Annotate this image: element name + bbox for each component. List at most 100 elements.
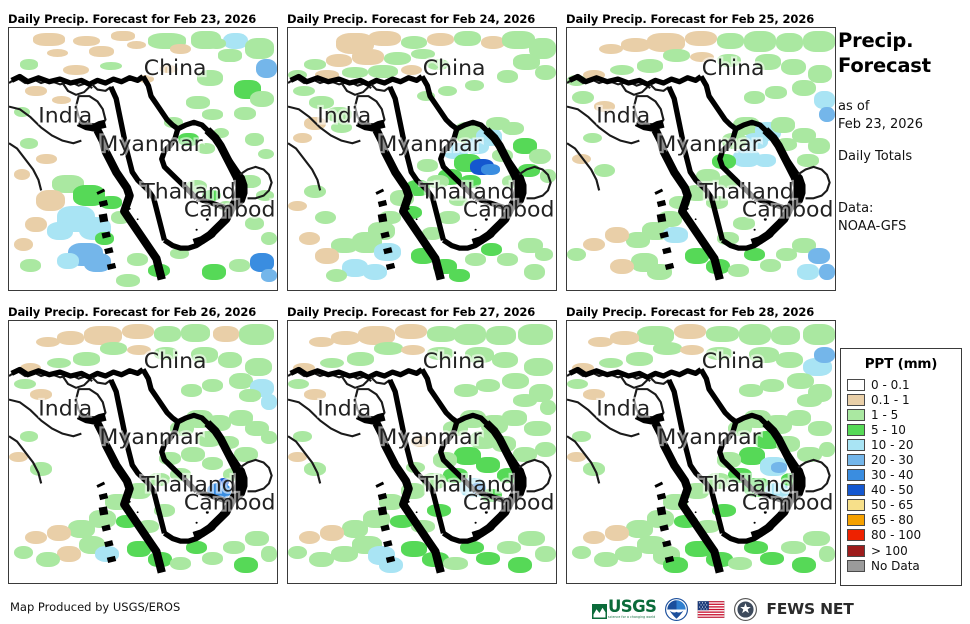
precip-cell	[786, 373, 814, 390]
precip-cell	[293, 362, 315, 374]
legend-label: 10 - 20	[871, 437, 914, 452]
precip-cell	[35, 336, 60, 348]
precip-cell	[636, 326, 675, 345]
map-canvas-4[interactable]: China India Myanmar Thailand Cambodia	[8, 320, 278, 584]
precip-cell	[567, 248, 586, 262]
legend-item-7: 40 - 50	[841, 483, 961, 498]
precip-cell	[567, 378, 589, 390]
map-label-myanmar: Myanmar	[657, 132, 760, 157]
legend-label: 20 - 30	[871, 453, 914, 468]
as-of-label: as of	[838, 99, 870, 114]
legend-label: 0.1 - 1	[871, 392, 910, 407]
legend-title: PPT (mm)	[864, 356, 938, 372]
precip-cell	[539, 399, 556, 416]
precip-cell	[738, 383, 763, 397]
legend-label: 50 - 65	[871, 498, 914, 513]
precip-cell	[625, 520, 653, 539]
precip-cell	[572, 90, 594, 104]
precip-cell	[438, 85, 457, 97]
precip-cell	[250, 253, 275, 272]
precip-cell	[30, 389, 52, 400]
map-label-china: China	[144, 56, 207, 81]
precip-cell	[738, 446, 766, 466]
footer-logos: USGS science for a changing world	[592, 596, 854, 622]
precip-cell	[201, 109, 224, 120]
precip-cell	[534, 546, 556, 563]
precip-cell	[62, 64, 90, 76]
precip-cell	[234, 106, 256, 120]
precip-cell	[180, 383, 202, 397]
precip-cell	[314, 248, 339, 264]
map-canvas-5[interactable]: China India Myanmar Thailand Cambodia	[287, 320, 557, 584]
precip-cell	[196, 69, 224, 86]
map-canvas-1[interactable]: China India Myanmar Thailand Cambodia	[8, 27, 278, 291]
precip-cell	[609, 258, 634, 275]
precip-cell	[212, 127, 229, 139]
precip-cell	[427, 33, 455, 47]
precip-cell	[427, 326, 457, 342]
precip-cell	[776, 248, 798, 262]
precip-cell	[448, 195, 468, 207]
precip-cell	[293, 132, 313, 144]
precip-cell	[341, 258, 369, 277]
map-label-india: India	[38, 104, 92, 129]
map-label-myanmar: Myanmar	[657, 425, 760, 450]
precip-cell	[89, 509, 117, 528]
map-canvas-6[interactable]: China India Myanmar Thailand Cambodia	[566, 320, 836, 584]
page-title-line2: Forecast	[838, 54, 931, 77]
precip-cell	[288, 378, 310, 390]
precip-cell	[395, 323, 428, 340]
precip-cell	[733, 148, 760, 167]
precip-cell	[464, 80, 484, 91]
precip-cell	[185, 96, 210, 110]
precip-cell	[470, 483, 487, 494]
legend-label: 5 - 10	[871, 422, 906, 437]
precip-cell	[67, 520, 95, 539]
precip-cell	[529, 38, 556, 60]
precip-cell	[57, 253, 79, 270]
precip-cell	[153, 347, 178, 361]
precip-cell	[572, 431, 592, 442]
precip-cell	[320, 357, 345, 369]
precip-cell	[583, 530, 605, 544]
precip-cell	[304, 59, 326, 70]
precip-cell	[258, 148, 275, 159]
precip-cell	[502, 30, 535, 49]
precip-cell	[523, 420, 551, 437]
precip-cell	[19, 258, 42, 272]
precip-cell	[201, 263, 227, 280]
precip-cell	[330, 122, 353, 133]
precip-cell	[239, 323, 275, 345]
precip-cell	[260, 546, 277, 563]
precip-cell	[583, 132, 602, 144]
map-label-china: China	[144, 349, 207, 374]
precip-cell	[470, 431, 498, 450]
map-canvas-2[interactable]: China India Myanmar Thailand Cambodia	[287, 27, 557, 291]
map-label-china: China	[423, 56, 486, 81]
precip-cell	[314, 69, 339, 81]
precip-cell	[153, 326, 181, 342]
precip-cell	[808, 420, 833, 437]
precip-cell	[438, 211, 460, 225]
legend-swatch	[847, 529, 865, 542]
precip-cell	[379, 556, 404, 573]
precip-cell	[35, 190, 66, 212]
precip-cell	[523, 357, 554, 376]
precip-cell	[464, 138, 489, 154]
legend-label: 30 - 40	[871, 468, 914, 483]
map-canvas-3[interactable]: China India Myanmar Thailand Cambodia	[566, 27, 836, 291]
precip-cell	[583, 69, 605, 81]
precip-cell	[244, 530, 269, 547]
legend-swatch	[847, 454, 865, 467]
precip-cell	[663, 48, 691, 63]
precip-cell	[802, 323, 835, 345]
legend-swatch	[847, 438, 865, 451]
precip-cell	[341, 520, 369, 539]
precip-cell	[207, 38, 227, 49]
precip-cell	[802, 530, 830, 547]
precip-cell	[770, 462, 787, 473]
precip-cell	[647, 263, 672, 280]
map-credit: Map Produced by USGS/EROS	[10, 600, 181, 614]
precip-cell	[416, 90, 436, 102]
precip-cell	[35, 153, 58, 165]
